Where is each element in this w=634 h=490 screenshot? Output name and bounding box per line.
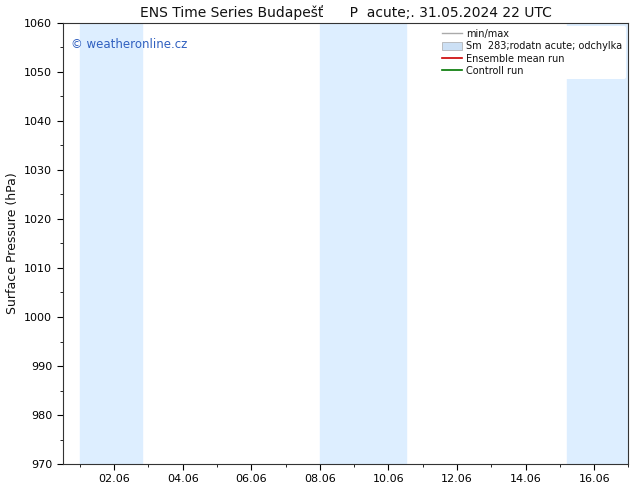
Bar: [320, 23, 406, 464]
Text: © weatheronline.cz: © weatheronline.cz: [71, 38, 188, 51]
Y-axis label: Surface Pressure (hPa): Surface Pressure (hPa): [6, 172, 18, 315]
Title: ENS Time Series Budapešť      P  acute;. 31.05.2024 22 UTC: ENS Time Series Budapešť P acute;. 31.05…: [139, 5, 552, 21]
Legend: min/max, Sm  283;rodatn acute; odchylka, Ensemble mean run, Controll run: min/max, Sm 283;rodatn acute; odchylka, …: [439, 26, 626, 79]
Bar: [567, 23, 628, 464]
Bar: [80, 23, 141, 464]
